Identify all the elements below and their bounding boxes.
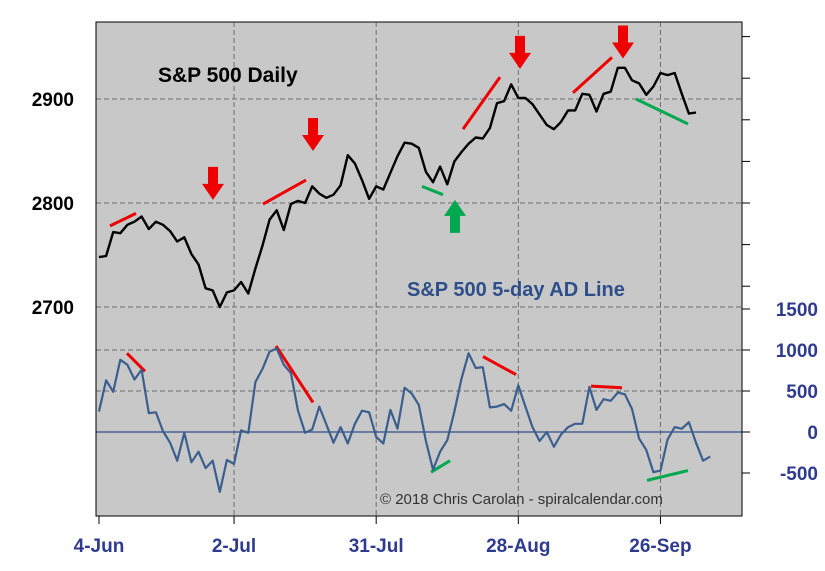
price-y-tick-label: 2800 [32, 194, 74, 215]
series [97, 66, 711, 493]
price-green-trendline [421, 184, 444, 197]
ad-y-tick-label: 1000 [776, 341, 818, 362]
price-green-trendline [635, 97, 689, 126]
price-y-tick-label: 2900 [32, 90, 74, 111]
price-red-trendline [109, 212, 137, 228]
ad-red-trendline [590, 384, 623, 390]
ad-y-tick-label: 0 [807, 423, 818, 444]
up-arrow-icon [444, 199, 466, 233]
ad-y-tick-label: -500 [780, 464, 818, 485]
price-red-trendline [461, 76, 502, 131]
plot-area [96, 22, 742, 516]
ad-red-trendline [125, 352, 147, 373]
x-tick-label: 26-Sep [629, 536, 691, 557]
ad-y-tick-label: 1500 [776, 300, 818, 321]
ad-red-trendline [482, 355, 517, 376]
x-tick-label: 2-Jul [212, 536, 256, 557]
ad-y-tick-label: 500 [786, 382, 818, 403]
down-arrow-icon [612, 25, 634, 59]
copyright-text: © 2018 Chris Carolan - spiralcalendar.co… [380, 491, 663, 508]
price-red-trendline [262, 178, 307, 206]
x-tick-label: 31-Jul [349, 536, 404, 557]
price-y-tick-label: 2700 [32, 298, 74, 319]
down-arrow-icon [202, 166, 224, 200]
ad-green-trendline [430, 459, 451, 474]
axes: 2700 2800 2900 -500 0 500 1000 1500 4-Jun 2-Jul 31… [32, 36, 818, 557]
ad-line [97, 347, 711, 493]
x-tick-label: 4-Jun [74, 536, 125, 557]
ad-green-trendline [646, 469, 689, 482]
ad-red-trendline [274, 345, 315, 404]
x-tick-label: 28-Aug [486, 536, 550, 557]
plot-frame [95, 21, 743, 517]
annotations [109, 25, 689, 482]
down-arrow-icon [509, 35, 531, 69]
ad-line-label: S&P 500 5-day AD Line [407, 279, 625, 301]
price-chart-title: S&P 500 Daily [158, 64, 298, 87]
price-red-trendline [571, 56, 614, 94]
down-arrow-icon [302, 118, 324, 151]
price-line [98, 66, 697, 309]
